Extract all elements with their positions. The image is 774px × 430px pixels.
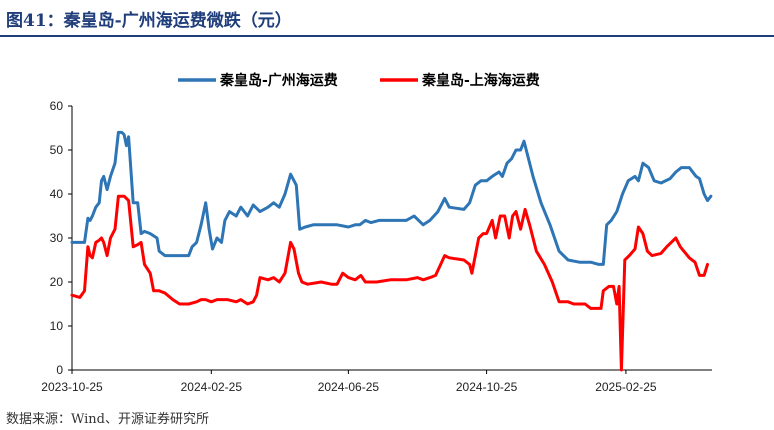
y-tick-label: 10 bbox=[50, 319, 64, 333]
figure-title: 图41：秦皇岛-广州海运费微跌（元） bbox=[6, 11, 292, 31]
legend-label-series-2: 秦皇岛-上海海运费 bbox=[421, 72, 540, 89]
x-tick-label: 2024-02-25 bbox=[181, 380, 243, 394]
y-tick-label: 50 bbox=[50, 143, 64, 157]
y-tick-label: 30 bbox=[50, 231, 64, 245]
y-tick-label: 0 bbox=[56, 363, 63, 377]
x-tick-label: 2024-10-25 bbox=[456, 380, 518, 394]
title-rule bbox=[0, 35, 774, 37]
plot-area bbox=[70, 130, 713, 372]
y-tick-label: 20 bbox=[50, 275, 64, 289]
legend-label-series-1: 秦皇岛-广州海运费 bbox=[219, 72, 338, 89]
series-line-2 bbox=[70, 194, 709, 372]
x-tick-label: 2023-10-25 bbox=[41, 380, 103, 394]
series-line-1 bbox=[70, 130, 713, 266]
line-chart: 秦皇岛-广州海运费 秦皇岛-上海海运费 0 10 20 30 40 50 60 2023-10… bbox=[41, 72, 713, 394]
y-tick-label: 40 bbox=[50, 187, 64, 201]
x-tick-label: 2024-06-25 bbox=[318, 380, 380, 394]
chart-axes: 0 10 20 30 40 50 60 2023-10-25 2024-02-25 2024-06… bbox=[41, 99, 712, 394]
y-tick-label: 60 bbox=[50, 99, 64, 113]
chart-legend: 秦皇岛-广州海运费 秦皇岛-上海海运费 bbox=[178, 72, 540, 89]
source-note: 数据来源：Wind、开源证券研究所 bbox=[6, 412, 209, 427]
x-tick-label: 2025-02-25 bbox=[595, 380, 657, 394]
